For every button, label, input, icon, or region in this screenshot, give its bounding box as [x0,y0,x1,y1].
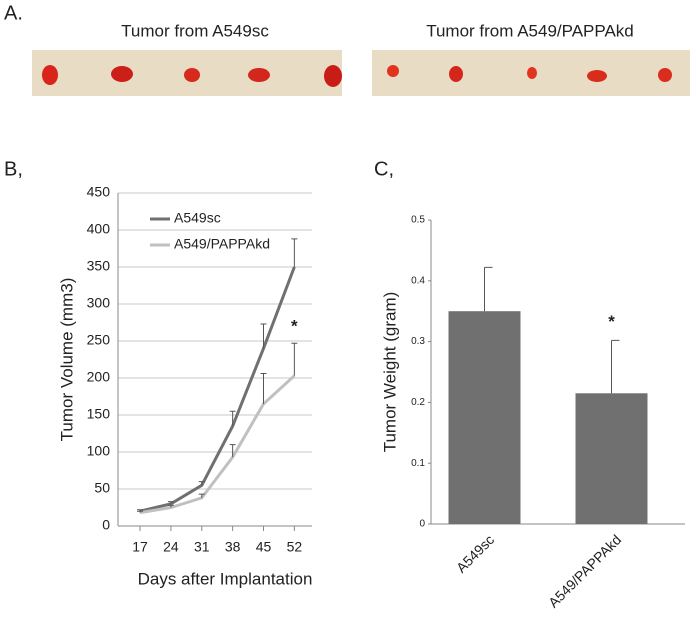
x-tick-label: A549sc [453,531,497,575]
annotation: * [608,312,615,331]
y-tick-label: 250 [87,332,111,348]
error-bar [198,493,205,498]
x-axis-label: Days after Implantation [138,569,313,588]
x-tick-label: 45 [256,539,272,555]
error-bar [484,266,493,312]
y-tick-label: 0.1 [411,458,425,469]
bar [448,311,521,524]
line [139,266,296,513]
bar [575,393,648,524]
y-axis-label: Tumor Weight (gram) [380,292,399,453]
legend-label: A549/PAPPAkd [174,236,270,252]
y-tick-label: 200 [87,369,111,385]
error-bar [229,410,236,427]
photo-caption: Tumor from A549sc [121,21,269,40]
y-tick-label: 0.4 [411,275,425,286]
y-tick-label: 0 [102,517,110,533]
x-tick-label: 17 [132,539,148,555]
y-tick-label: 100 [87,443,111,459]
panel-label: B, [4,158,23,180]
y-tick-label: 0 [419,519,425,530]
y-tick-label: 0.2 [411,397,425,408]
x-tick-label: 24 [163,539,179,555]
error-bar [198,481,205,486]
error-bar [291,342,298,376]
y-tick-label: 400 [87,221,111,237]
y-tick-label: 350 [87,258,111,274]
error-bar [229,444,236,458]
y-tick-label: 50 [94,480,110,496]
photo [32,50,342,96]
legend-label: A549sc [174,210,221,226]
error-bar [137,510,144,513]
error-bar [167,504,174,508]
annotation: * [291,317,298,336]
error-bar [611,339,620,394]
line [139,374,296,515]
y-tick-label: 450 [87,184,111,200]
error-bar [291,238,298,267]
photo-caption: Tumor from A549/PAPPAkd [426,21,634,40]
panel-label: C, [374,158,394,180]
x-tick-label: 38 [225,539,241,555]
y-tick-label: 300 [87,295,111,311]
error-bar [260,323,267,349]
x-tick-label: 52 [287,539,303,555]
error-bar [260,373,267,404]
panel-label: A. [4,2,23,24]
x-tick-label: A549/PAPPAkd [545,531,624,610]
y-tick-label: 0.5 [411,215,425,226]
x-tick-label: 31 [194,539,210,555]
photo [372,50,690,96]
y-tick-label: 0.3 [411,336,425,347]
y-axis-label: Tumor Volume (mm3) [57,278,76,442]
y-tick-label: 150 [87,406,111,422]
error-bar [167,501,174,504]
